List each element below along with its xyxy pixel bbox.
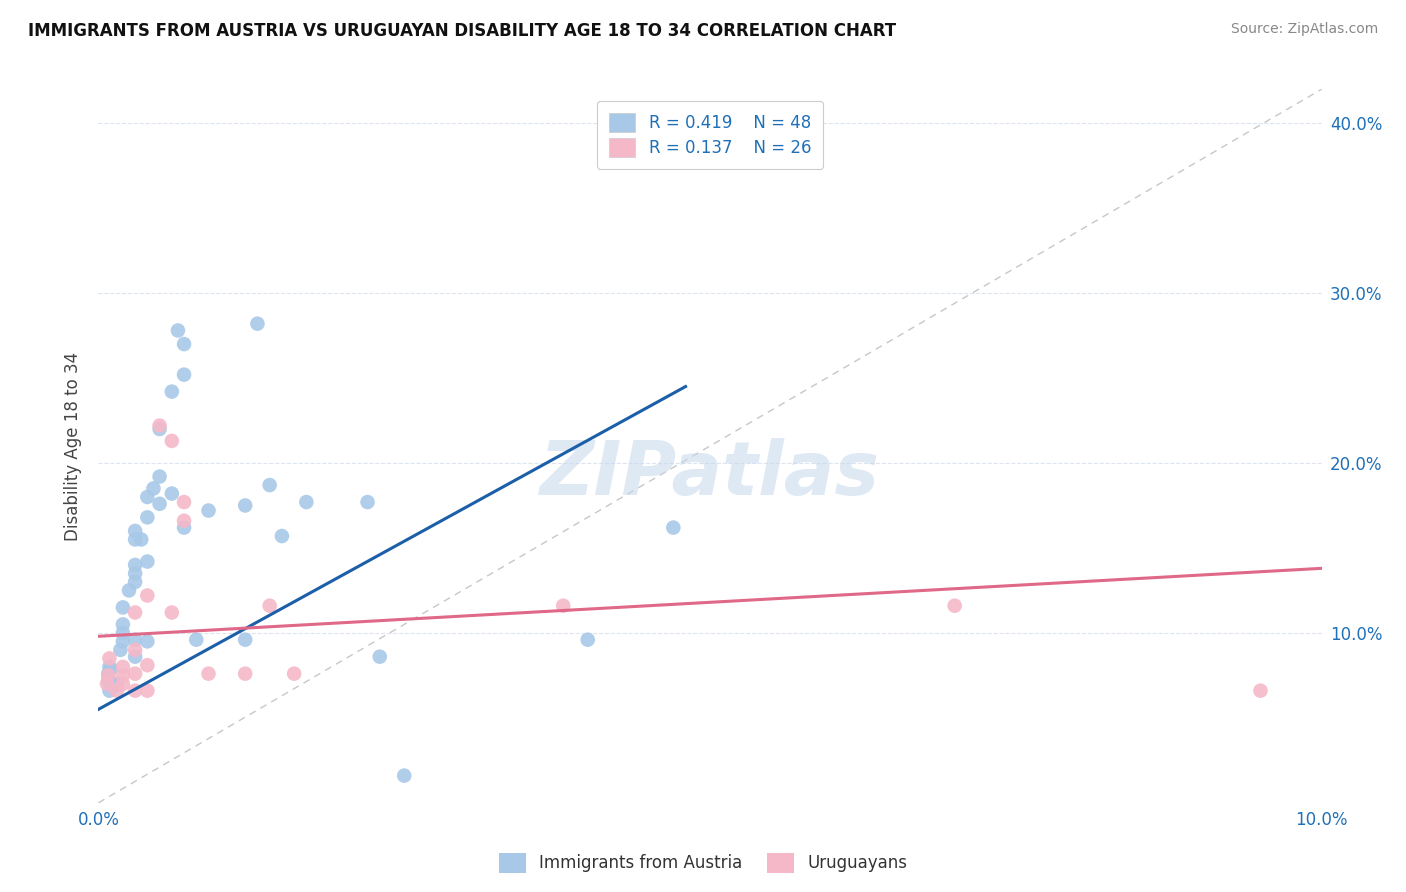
Point bbox=[111, 668, 134, 682]
Text: ZIPatlas: ZIPatlas bbox=[540, 438, 880, 511]
Point bbox=[111, 677, 134, 691]
Legend: R = 0.419    N = 48, R = 0.137    N = 26: R = 0.419 N = 48, R = 0.137 N = 26 bbox=[598, 101, 823, 169]
Point bbox=[97, 666, 120, 681]
Point bbox=[98, 683, 121, 698]
Point bbox=[662, 520, 685, 534]
Point bbox=[160, 434, 183, 448]
Point bbox=[149, 469, 172, 483]
Point bbox=[259, 478, 281, 492]
Point bbox=[124, 574, 146, 589]
Legend: Immigrants from Austria, Uruguayans: Immigrants from Austria, Uruguayans bbox=[492, 847, 914, 880]
Y-axis label: Disability Age 18 to 34: Disability Age 18 to 34 bbox=[65, 351, 83, 541]
Point bbox=[233, 666, 256, 681]
Point bbox=[186, 632, 208, 647]
Point bbox=[160, 606, 183, 620]
Point bbox=[943, 599, 966, 613]
Point bbox=[97, 673, 120, 688]
Point bbox=[356, 495, 378, 509]
Point bbox=[136, 589, 159, 603]
Point bbox=[295, 495, 318, 509]
Point bbox=[233, 632, 256, 647]
Point bbox=[392, 769, 416, 783]
Point bbox=[136, 510, 159, 524]
Point bbox=[136, 634, 159, 648]
Point bbox=[110, 643, 132, 657]
Point bbox=[283, 666, 305, 681]
Point bbox=[149, 418, 172, 433]
Point bbox=[105, 679, 128, 693]
Point bbox=[124, 643, 146, 657]
Point bbox=[105, 683, 128, 698]
Point bbox=[111, 660, 134, 674]
Point bbox=[111, 600, 134, 615]
Point bbox=[111, 626, 134, 640]
Point bbox=[173, 514, 195, 528]
Point bbox=[553, 599, 575, 613]
Point bbox=[270, 529, 292, 543]
Point bbox=[124, 524, 146, 538]
Point bbox=[124, 632, 146, 647]
Point bbox=[118, 583, 141, 598]
Point bbox=[124, 666, 146, 681]
Point bbox=[160, 384, 183, 399]
Point bbox=[149, 422, 172, 436]
Point bbox=[100, 662, 122, 676]
Point bbox=[167, 323, 190, 337]
Point bbox=[124, 533, 146, 547]
Point bbox=[173, 337, 195, 351]
Point bbox=[142, 482, 165, 496]
Point bbox=[111, 634, 134, 648]
Point bbox=[124, 566, 146, 581]
Point bbox=[173, 368, 195, 382]
Text: Source: ZipAtlas.com: Source: ZipAtlas.com bbox=[1230, 22, 1378, 37]
Point bbox=[136, 490, 159, 504]
Point bbox=[105, 677, 128, 691]
Text: IMMIGRANTS FROM AUSTRIA VS URUGUAYAN DISABILITY AGE 18 TO 34 CORRELATION CHART: IMMIGRANTS FROM AUSTRIA VS URUGUAYAN DIS… bbox=[28, 22, 896, 40]
Point bbox=[197, 503, 219, 517]
Point bbox=[111, 617, 134, 632]
Point bbox=[98, 660, 121, 674]
Point bbox=[97, 668, 120, 682]
Point bbox=[259, 599, 281, 613]
Point bbox=[124, 649, 146, 664]
Point bbox=[233, 499, 256, 513]
Point bbox=[136, 555, 159, 569]
Point bbox=[246, 317, 269, 331]
Point bbox=[136, 658, 159, 673]
Point bbox=[98, 651, 121, 665]
Point bbox=[173, 495, 195, 509]
Point bbox=[368, 649, 391, 664]
Point bbox=[124, 683, 146, 698]
Point bbox=[136, 683, 159, 698]
Point bbox=[1249, 683, 1271, 698]
Point bbox=[160, 486, 183, 500]
Point bbox=[96, 677, 118, 691]
Point bbox=[124, 606, 146, 620]
Point bbox=[173, 520, 195, 534]
Point bbox=[124, 558, 146, 572]
Point bbox=[129, 533, 152, 547]
Point bbox=[197, 666, 219, 681]
Point bbox=[149, 497, 172, 511]
Point bbox=[576, 632, 599, 647]
